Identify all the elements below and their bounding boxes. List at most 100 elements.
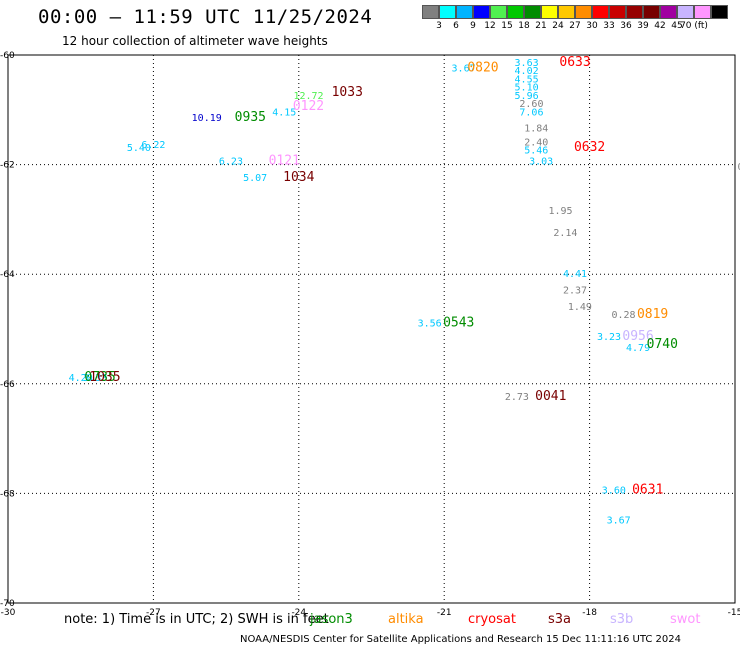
pass-time-label: 0956 <box>622 329 653 344</box>
color-scale-label: 70 (ft) <box>680 21 708 31</box>
color-scale-label: 39 <box>637 21 649 31</box>
pass-time-label: 0543 <box>443 315 474 330</box>
swh-data-label: 6.22 <box>141 140 165 151</box>
swh-data-label: 3.67 <box>452 63 476 74</box>
swh-data-label: 1.84 <box>524 124 548 135</box>
x-tick-label: -30 <box>1 608 16 618</box>
pass-time-label: 1034 <box>283 170 314 185</box>
swh-data-label: 2.37 <box>563 285 587 296</box>
color-scale-label: 18 <box>518 21 530 31</box>
swh-data-label: 3.56 <box>418 318 442 329</box>
color-scale-label: 3 <box>436 21 442 31</box>
color-swatch <box>524 5 541 19</box>
swh-data-label: 0.59 <box>737 162 740 173</box>
swh-data-label: 0.28 <box>611 310 635 321</box>
color-scale-label: 9 <box>470 21 476 31</box>
satellite-legend: jason3 altika cryosat s3a s3b swot <box>0 612 740 630</box>
pass-time-label: 0633 <box>559 55 590 70</box>
color-swatch <box>456 5 473 19</box>
swh-data-label: 2.14 <box>553 228 577 239</box>
color-swatch <box>422 5 439 19</box>
swh-data-label: 10.19 <box>192 113 222 124</box>
pass-time-label: 0740 <box>647 337 678 352</box>
color-scale-label: 33 <box>603 21 615 31</box>
pass-time-label: 1033 <box>332 85 363 100</box>
pass-time-label: 0121 <box>269 154 300 169</box>
y-tick-label: -66 <box>0 380 15 390</box>
legend-entry-jason3: jason3 <box>310 612 353 627</box>
x-tick-label: -18 <box>582 608 597 618</box>
color-scale-label: 27 <box>569 21 581 31</box>
x-tick-label: -24 <box>291 608 306 618</box>
color-swatch <box>592 5 609 19</box>
plot-frame <box>7 54 736 604</box>
color-scale-label: 24 <box>552 21 564 31</box>
pass-time-label: 0122 <box>293 99 324 114</box>
swh-data-label: 4.20 <box>69 373 93 384</box>
color-scale-label: 12 <box>484 21 496 31</box>
color-swatch <box>541 5 558 19</box>
color-swatch <box>507 5 524 19</box>
swh-data-label: 3.67 <box>607 516 631 527</box>
legend-entry-s3b: s3b <box>610 612 634 627</box>
color-scale-label: 45 <box>671 21 683 31</box>
x-tick-label: -15 <box>728 608 740 618</box>
color-scale-bar <box>422 5 728 19</box>
swh-data-label: 4.41 <box>563 269 587 280</box>
legend-entry-swot: swot <box>670 612 701 627</box>
swh-data-label: 2.40 <box>524 137 548 148</box>
swh-data-label: 5.46 <box>524 146 548 157</box>
swh-data-label: 3.60 <box>602 485 626 496</box>
note-text: note: 1) Time is in UTC; 2) SWH is in fe… <box>64 612 329 627</box>
swh-data-label: 3.03 <box>529 157 553 168</box>
color-swatch <box>694 5 711 19</box>
legend-entry-altika: altika <box>388 612 424 627</box>
swh-data-label: 4.15 <box>272 107 296 118</box>
y-tick-label: -64 <box>0 270 15 280</box>
color-swatch <box>711 5 728 19</box>
pass-time-label: 0820 <box>467 60 498 75</box>
swh-data-label: 1.95 <box>548 206 572 217</box>
color-scale-label: 42 <box>654 21 666 31</box>
y-tick-label: -60 <box>0 51 15 61</box>
legend-entry-s3a: s3a <box>548 612 572 627</box>
chart-subtitle: 12 hour collection of altimeter wave hei… <box>62 34 328 48</box>
swh-data-label: 7.06 <box>519 107 543 118</box>
y-tick-label: -70 <box>0 599 15 609</box>
pass-time-label: 0631 <box>632 482 663 497</box>
color-scale-label: 6 <box>453 21 459 31</box>
swh-data-label: 4.55 <box>515 74 539 85</box>
swh-data-label: 4.79 <box>626 343 650 354</box>
swh-data-label: 6.23 <box>219 157 243 168</box>
color-swatch <box>558 5 575 19</box>
swh-data-label: 2.60 <box>519 99 543 110</box>
y-tick-label: -62 <box>0 161 15 171</box>
color-swatch <box>660 5 677 19</box>
swh-data-label: 3.23 <box>597 332 621 343</box>
color-scale-label: 15 <box>501 21 513 31</box>
chart-title: 00:00 – 11:59 UTC 11/25/2024 <box>38 6 373 28</box>
swh-data-label: 1.49 <box>568 302 592 313</box>
swh-data-label: 5.07 <box>243 173 267 184</box>
color-swatch <box>626 5 643 19</box>
color-swatch <box>439 5 456 19</box>
legend-entry-cryosat: cryosat <box>468 612 516 627</box>
pass-time-label: 0935 <box>235 110 266 125</box>
swh-data-label: 3.63 <box>515 58 539 69</box>
y-tick-label: -68 <box>0 489 15 499</box>
footer-credit: NOAA/NESDIS Center for Satellite Applica… <box>240 634 682 645</box>
pass-time-label: 0819 <box>637 307 668 322</box>
x-tick-label: -27 <box>146 608 161 618</box>
swh-data-label: 3.33 <box>83 373 107 384</box>
swh-data-label: 5.10 <box>515 83 539 94</box>
pass-time-label: 0735 <box>84 370 115 385</box>
color-scale-label: 30 <box>586 21 598 31</box>
pass-time-label: 0632 <box>574 140 605 155</box>
color-swatch <box>677 5 694 19</box>
color-swatch <box>575 5 592 19</box>
color-swatch <box>609 5 626 19</box>
color-scale-labels: 3 6 9 12 15 18 21 24 27 30 33 36 39 42 45 70 (ft) <box>422 21 740 33</box>
color-swatch <box>643 5 660 19</box>
color-scale-label: 36 <box>620 21 632 31</box>
